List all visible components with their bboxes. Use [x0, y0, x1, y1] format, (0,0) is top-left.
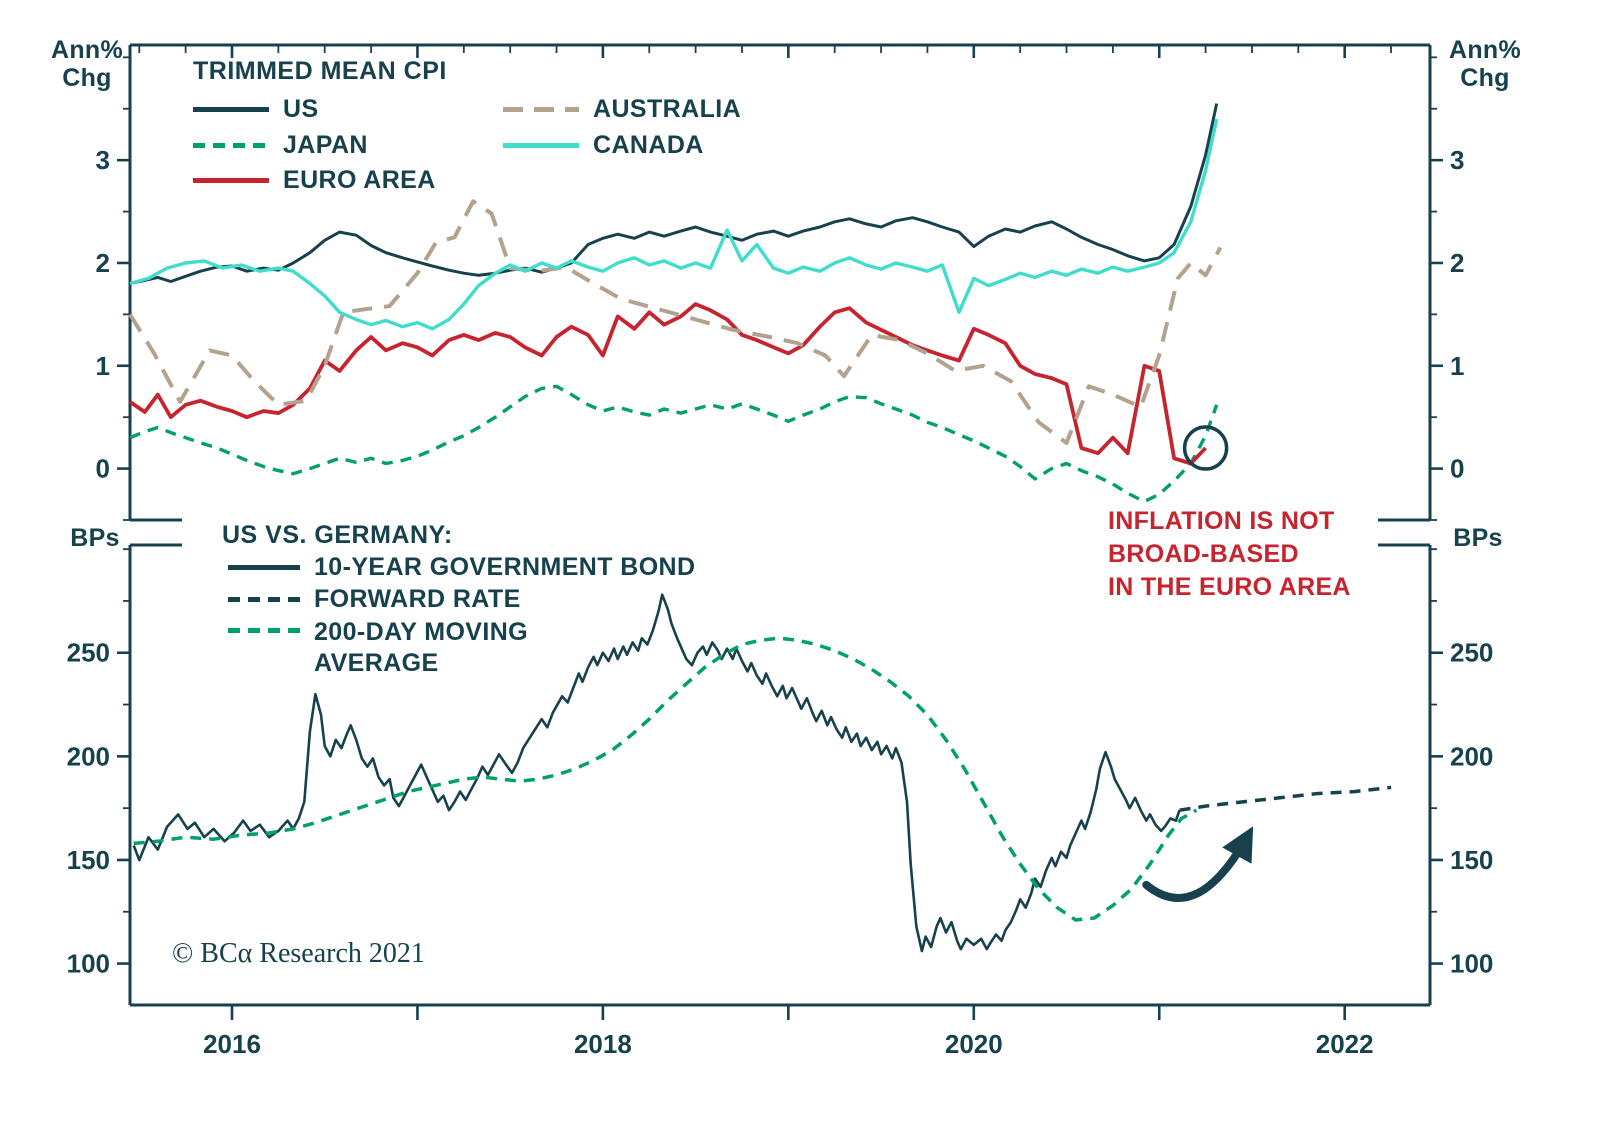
moving-average-line-swatch — [228, 628, 300, 633]
legend-item-japan: JAPAN — [193, 131, 368, 160]
y-axis-unit-line1: Ann% — [1448, 36, 1522, 64]
spread-legend-title: US VS. GERMANY: — [222, 521, 453, 549]
series-200-day-moving-average — [133, 636, 1198, 922]
legend-item-10y-bond: 10-YEAR GOVERNMENT BOND — [228, 553, 695, 582]
euro-area-line-swatch — [193, 178, 269, 183]
y-tick-label: 0 — [96, 454, 110, 484]
legend-label-us: US — [283, 95, 319, 123]
euro-area-endpoint-circle — [1182, 425, 1229, 471]
series-canada — [129, 118, 1219, 331]
y-tick-label: 200 — [67, 741, 110, 771]
legend-item-200d-ma: 200-DAY MOVING AVERAGE — [228, 617, 559, 679]
legend-item-canada: CANADA — [503, 131, 704, 160]
x-tick-label: 2022 — [1316, 1029, 1374, 1059]
note-line-1: INFLATION IS NOT — [1108, 507, 1335, 535]
y-tick-label: 100 — [1450, 949, 1493, 979]
cpi-legend: TRIMMED MEAN CPI US JAPAN EURO AREA AUST… — [193, 57, 973, 207]
y-tick-label: 200 — [1450, 741, 1493, 771]
y-axis-unit-top-right: Ann% Chg — [1444, 36, 1526, 92]
canada-line-swatch — [503, 143, 579, 148]
x-tick-label: 2018 — [574, 1029, 632, 1059]
y-tick-label: 3 — [96, 145, 110, 175]
y-axis-unit-bottom-right: BPs — [1453, 524, 1503, 552]
note-line-2: BROAD-BASED — [1108, 540, 1299, 568]
y-axis-unit-line2: Chg — [1460, 64, 1510, 92]
y-axis-unit-bottom-left: BPs — [70, 524, 120, 552]
legend-item-forward-rate: FORWARD RATE — [228, 585, 521, 614]
spread-legend: US VS. GERMANY: 10-YEAR GOVERNMENT BOND … — [222, 521, 695, 681]
legend-label-forward-rate: FORWARD RATE — [314, 585, 521, 613]
australia-line-swatch — [503, 107, 579, 112]
legend-label-10y-bond: 10-YEAR GOVERNMENT BOND — [314, 553, 696, 581]
japan-line-swatch — [193, 143, 269, 148]
bond-line-swatch — [228, 565, 300, 570]
legend-item-australia: AUSTRALIA — [503, 95, 741, 124]
y-tick-label: 250 — [67, 638, 110, 668]
series-us — [129, 103, 1219, 285]
series-10-year-government-bond — [132, 593, 1181, 953]
y-tick-label: 1 — [1450, 351, 1464, 381]
series-euro-area — [128, 302, 1207, 466]
y-axis-unit-line1: Ann% — [50, 36, 124, 64]
cpi-legend-title: TRIMMED MEAN CPI — [193, 57, 447, 85]
y-tick-label: 150 — [1450, 845, 1493, 875]
y-tick-label: 1 — [96, 351, 110, 381]
series-forward-rate — [1179, 785, 1392, 812]
y-tick-label: 250 — [1450, 638, 1493, 668]
y-tick-label: 3 — [1450, 145, 1464, 175]
legend-label-australia: AUSTRALIA — [593, 95, 742, 123]
y-tick-label: 2 — [96, 248, 110, 278]
y-tick-label: 2 — [1450, 248, 1464, 278]
legend-item-euro-area: EURO AREA — [193, 166, 436, 195]
legend-label-canada: CANADA — [593, 131, 704, 159]
legend-label-japan: JAPAN — [283, 131, 368, 159]
y-tick-label: 100 — [67, 949, 110, 979]
copyright: © BCα Research 2021 — [172, 938, 425, 969]
legend-item-us: US — [193, 95, 319, 124]
x-tick-label: 2016 — [203, 1029, 261, 1059]
euro-area-inflation-note: INFLATION IS NOT BROAD-BASED IN THE EURO… — [1108, 505, 1351, 604]
us-line-swatch — [193, 107, 269, 112]
y-tick-label: 150 — [67, 845, 110, 875]
x-tick-label: 2020 — [945, 1029, 1003, 1059]
series-australia — [128, 199, 1223, 445]
note-line-3: IN THE EURO AREA — [1108, 573, 1351, 601]
upturn-arrow — [1142, 826, 1254, 902]
y-tick-label: 0 — [1450, 454, 1464, 484]
legend-label-200d-ma: 200-DAY MOVING AVERAGE — [314, 618, 529, 677]
forward-rate-line-swatch — [228, 597, 300, 602]
legend-label-euro-area: EURO AREA — [283, 166, 436, 194]
y-axis-unit-line2: Chg — [62, 64, 112, 92]
y-axis-unit-top-left: Ann% Chg — [48, 36, 126, 92]
